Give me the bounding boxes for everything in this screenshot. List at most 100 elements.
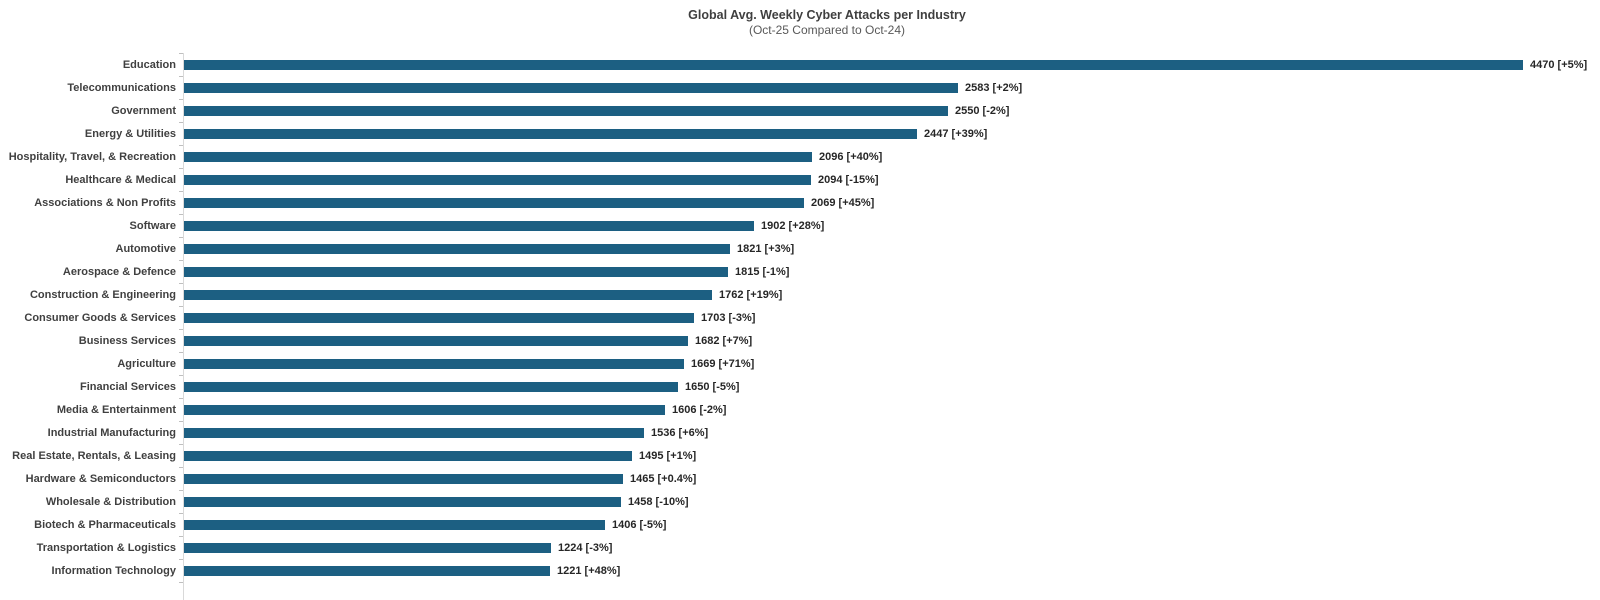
- bar-track: 1703 [-3%]: [184, 306, 1600, 329]
- bar-track: 2583 [+2%]: [184, 76, 1600, 99]
- bar: [184, 450, 632, 461]
- axis-tick: [179, 76, 183, 77]
- category-label: Biotech & Pharmaceuticals: [34, 518, 176, 531]
- value-label: 1221 [+48%]: [557, 564, 621, 577]
- axis-tick: [179, 122, 183, 123]
- axis-tick: [179, 237, 183, 238]
- axis-tick: [179, 444, 183, 445]
- value-label: 1536 [+6%]: [651, 426, 709, 439]
- bar: [184, 427, 644, 438]
- bar-track: 1606 [-2%]: [184, 398, 1600, 421]
- bar-row: Healthcare & Medical 2094 [-15%]: [0, 168, 1600, 191]
- category-label: Hardware & Semiconductors: [25, 472, 176, 485]
- axis-tick: [179, 214, 183, 215]
- bar: [184, 496, 621, 507]
- category-label: Hospitality, Travel, & Recreation: [8, 150, 176, 163]
- bar-row: Associations & Non Profits 2069 [+45%]: [0, 191, 1600, 214]
- bar: [184, 335, 688, 346]
- axis-tick: [179, 467, 183, 468]
- bar-row: Business Services 1682 [+7%]: [0, 329, 1600, 352]
- bar-track: 1669 [+71%]: [184, 352, 1600, 375]
- value-label: 2094 [-15%]: [818, 173, 879, 186]
- bar-track: 1221 [+48%]: [184, 559, 1600, 582]
- value-label: 1703 [-3%]: [701, 311, 756, 324]
- bar: [184, 519, 605, 530]
- value-label: 1682 [+7%]: [695, 334, 753, 347]
- axis-tick: [179, 53, 183, 54]
- bar-track: 1821 [+3%]: [184, 237, 1600, 260]
- bar-row: Agriculture 1669 [+71%]: [0, 352, 1600, 375]
- value-label: 2550 [-2%]: [955, 104, 1010, 117]
- value-label: 1224 [-3%]: [558, 541, 613, 554]
- bar-row: Biotech & Pharmaceuticals 1406 [-5%]: [0, 513, 1600, 536]
- bar: [184, 59, 1523, 70]
- category-label: Agriculture: [117, 357, 176, 370]
- plot-area: Education 4470 [+5%] Telecommunications 258…: [0, 53, 1600, 582]
- category-label: Industrial Manufacturing: [47, 426, 176, 439]
- axis-tick: [179, 283, 183, 284]
- value-label: 2447 [+39%]: [924, 127, 988, 140]
- chart-subtitle: (Oct-25 Compared to Oct-24): [748, 23, 906, 37]
- axis-tick: [179, 559, 183, 560]
- value-label: 2583 [+2%]: [965, 81, 1023, 94]
- category-label: Education: [122, 58, 176, 71]
- value-label: 2069 [+45%]: [811, 196, 875, 209]
- bar-track: 1224 [-3%]: [184, 536, 1600, 559]
- value-label: 1465 [+0.4%]: [630, 472, 697, 485]
- bar: [184, 358, 684, 369]
- bar-track: 1762 [+19%]: [184, 283, 1600, 306]
- bar-track: 2094 [-15%]: [184, 168, 1600, 191]
- bar-track: 1406 [-5%]: [184, 513, 1600, 536]
- bar: [184, 289, 712, 300]
- category-label: Energy & Utilities: [84, 127, 176, 140]
- axis-tick: [179, 99, 183, 100]
- axis-tick: [179, 536, 183, 537]
- bar: [184, 105, 948, 116]
- category-label: Healthcare & Medical: [65, 173, 176, 186]
- bar: [184, 542, 551, 553]
- bar: [184, 473, 623, 484]
- bar-row: Automotive 1821 [+3%]: [0, 237, 1600, 260]
- value-label: 4470 [+5%]: [1530, 58, 1588, 71]
- category-label: Wholesale & Distribution: [45, 495, 176, 508]
- bar-row: Wholesale & Distribution 1458 [-10%]: [0, 490, 1600, 513]
- category-label: Associations & Non Profits: [34, 196, 176, 209]
- bar-row: Real Estate, Rentals, & Leasing 1495 [+1%…: [0, 444, 1600, 467]
- bar-track: 2069 [+45%]: [184, 191, 1600, 214]
- axis-tick: [179, 329, 183, 330]
- axis-tick: [179, 191, 183, 192]
- bar-track: 1815 [-1%]: [184, 260, 1600, 283]
- bar-track: 1495 [+1%]: [184, 444, 1600, 467]
- value-label: 1406 [-5%]: [612, 518, 667, 531]
- bar-row: Transportation & Logistics 1224 [-3%]: [0, 536, 1600, 559]
- bar-track: 1650 [-5%]: [184, 375, 1600, 398]
- axis-tick: [179, 260, 183, 261]
- bar: [184, 151, 812, 162]
- category-label: Construction & Engineering: [29, 288, 176, 301]
- bar: [184, 197, 804, 208]
- bar-track: 1682 [+7%]: [184, 329, 1600, 352]
- bar: [184, 266, 728, 277]
- value-label: 1606 [-2%]: [672, 403, 727, 416]
- bar-row: Hospitality, Travel, & Recreation 2096 [+…: [0, 145, 1600, 168]
- chart-header: Global Avg. Weekly Cyber Attacks per Ind…: [27, 7, 1600, 38]
- bar-row: Energy & Utilities 2447 [+39%]: [0, 122, 1600, 145]
- category-label: Media & Entertainment: [56, 403, 176, 416]
- bar-track: 2447 [+39%]: [184, 122, 1600, 145]
- value-label: 1902 [+28%]: [761, 219, 825, 232]
- category-label: Business Services: [78, 334, 176, 347]
- bar-track: 1465 [+0.4%]: [184, 467, 1600, 490]
- axis-tick: [179, 352, 183, 353]
- category-label: Real Estate, Rentals, & Leasing: [12, 449, 176, 462]
- bar-track: 1536 [+6%]: [184, 421, 1600, 444]
- bar: [184, 312, 694, 323]
- bar: [184, 174, 811, 185]
- bar-row: Media & Entertainment 1606 [-2%]: [0, 398, 1600, 421]
- axis-tick: [179, 375, 183, 376]
- bar-row: Hardware & Semiconductors 1465 [+0.4%]: [0, 467, 1600, 490]
- bar-row: Consumer Goods & Services 1703 [-3%]: [0, 306, 1600, 329]
- category-label: Transportation & Logistics: [36, 541, 176, 554]
- axis-tick: [179, 421, 183, 422]
- category-label: Government: [111, 104, 176, 117]
